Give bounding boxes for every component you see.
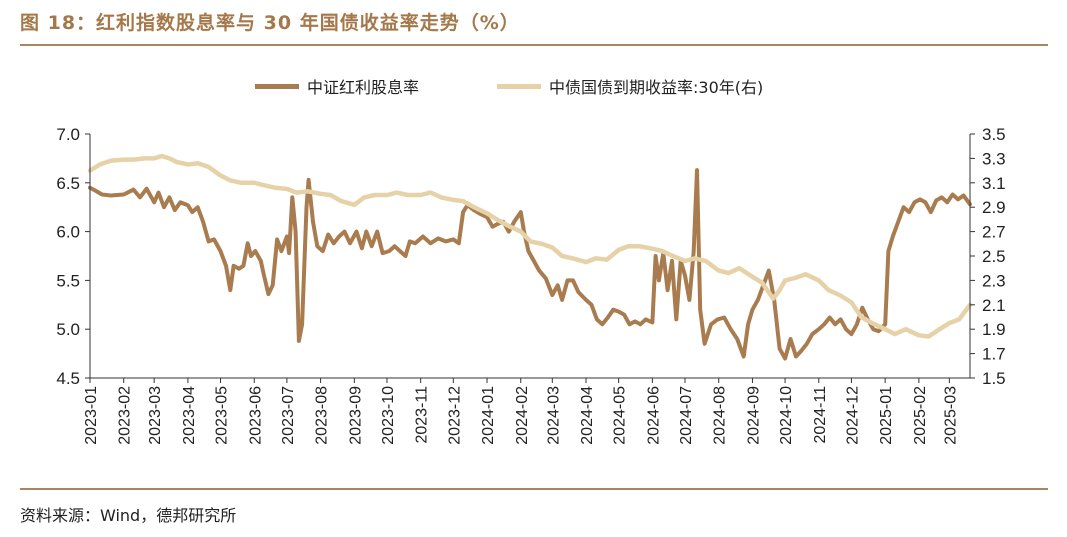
line-chart: 4.5 5.0 5.5 6.0 6.5 7.0 1.5 1.7 1.9 2.1 2.3 2.5 2.7 2… [56, 125, 1006, 445]
chart-legend: 中证红利股息率 中债国债到期收益率:30年(右) [0, 74, 1067, 98]
legend-swatch-dividend-yield [255, 83, 299, 89]
y-tick-label-right: 1.7 [982, 345, 1006, 364]
source-note: 资料来源：Wind，德邦研究所 [20, 506, 237, 525]
x-tick-label: 2024-10 [778, 386, 795, 445]
chart-title: 图 18：红利指数股息率与 30 年国债收益率走势（%） [20, 12, 520, 34]
x-tick-label: 2023-03 [147, 386, 164, 445]
y-tick-label-right: 2.9 [982, 198, 1006, 217]
series-line-dividend-yield [88, 168, 972, 361]
x-tick-label: 2023-01 [83, 386, 100, 445]
x-tick-label: 2023-11 [414, 386, 431, 444]
title-divider [20, 44, 1048, 46]
x-tick-label: 2024-12 [844, 386, 861, 445]
legend-item-bond-yield: 中债国债到期收益率:30年(右) [497, 74, 763, 98]
x-tick-label: 2023-12 [446, 386, 463, 445]
source-divider [20, 488, 1048, 490]
x-tick-label: 2025-01 [878, 386, 895, 445]
y-tick-label-left: 5.0 [56, 320, 80, 339]
x-tick-label: 2025-02 [912, 386, 929, 445]
y-tick-label-right: 3.5 [982, 125, 1006, 144]
y-tick-label-right: 2.5 [982, 247, 1006, 266]
legend-swatch-bond-yield [497, 83, 541, 89]
y-tick-label-right: 3.3 [982, 149, 1006, 168]
x-tick-label: 2024-02 [514, 386, 531, 445]
x-tick-label: 2024-03 [545, 386, 562, 445]
legend-item-dividend-yield: 中证红利股息率 [255, 74, 419, 98]
y-tick-label-right: 1.9 [982, 320, 1006, 339]
x-tick-label: 2024-01 [480, 386, 497, 445]
y-tick-label-left: 6.5 [56, 174, 80, 193]
legend-label-bond-yield: 中债国债到期收益率:30年(右) [549, 78, 764, 97]
y-tick-label-left: 7.0 [56, 125, 80, 144]
x-tick-label: 2023-08 [314, 386, 331, 445]
x-tick-label: 2025-03 [942, 386, 959, 445]
x-tick-label: 2023-04 [181, 386, 198, 445]
x-tick-label: 2024-04 [579, 386, 596, 445]
y-tick-label-left: 6.0 [56, 223, 80, 242]
x-tick-label: 2024-06 [645, 386, 662, 445]
y-tick-label-right: 2.1 [982, 296, 1006, 315]
y-tick-label-right: 2.7 [982, 223, 1006, 242]
x-tick-label: 2023-09 [347, 386, 364, 445]
y-tick-label-left: 5.5 [56, 271, 80, 290]
y-tick-label-right: 3.1 [982, 174, 1006, 193]
x-tick-label: 2023-05 [214, 386, 231, 445]
x-tick-label: 2024-11 [812, 386, 829, 444]
series-line-bond-yield [87, 153, 973, 339]
x-tick-label: 2023-06 [247, 386, 264, 445]
x-tick-label: 2024-09 [745, 386, 762, 445]
y-tick-label-right: 2.3 [982, 271, 1006, 290]
x-tick-label: 2023-10 [380, 386, 397, 445]
y-tick-label-right: 1.5 [982, 369, 1006, 388]
x-tick-label: 2024-08 [712, 386, 729, 445]
x-tick-label: 2024-05 [612, 386, 629, 445]
y-tick-label-left: 4.5 [56, 369, 80, 388]
x-tick-label: 2024-07 [678, 386, 695, 445]
x-tick-label: 2023-02 [117, 386, 134, 445]
x-tick-label: 2023-07 [280, 386, 297, 445]
legend-label-dividend-yield: 中证红利股息率 [307, 78, 420, 97]
